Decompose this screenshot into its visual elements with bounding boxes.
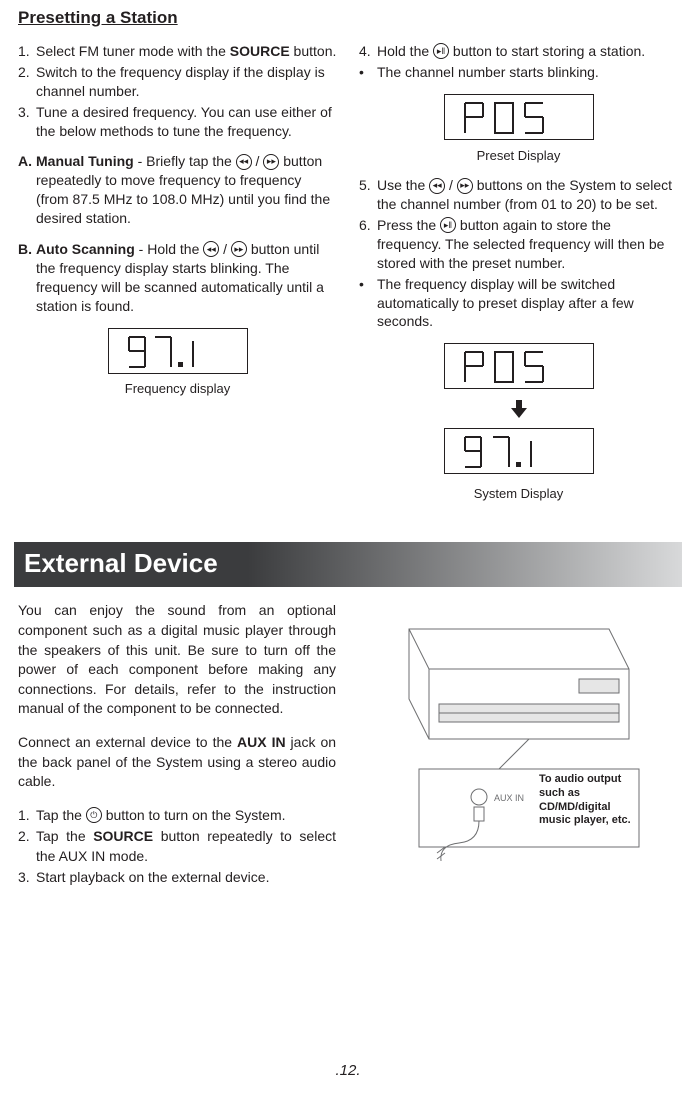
preset-columns: 1. Select FM tuner mode with the SOURCE … [18, 42, 678, 514]
seven-segment-971 [123, 333, 233, 371]
bullet: • [359, 63, 377, 82]
text: button to start storing a station. [449, 43, 645, 59]
text: button to turn on the System. [102, 807, 286, 823]
step-number: 5. [359, 176, 377, 214]
prev-icon: ◂◂ [203, 241, 219, 257]
prev-icon: ◂◂ [236, 154, 252, 170]
section-title-presetting: Presetting a Station [18, 8, 678, 28]
source-label: SOURCE [230, 43, 290, 59]
source-label: SOURCE [93, 828, 153, 844]
lcd-frequency [108, 328, 248, 374]
step-5: 5. Use the ◂◂ / ▸▸ buttons on the System… [359, 176, 678, 214]
text: - Hold the [135, 241, 203, 257]
step-number: 2. [18, 63, 36, 101]
left-column: 1. Select FM tuner mode with the SOURCE … [18, 42, 337, 514]
aux-in-label: AUX IN [494, 793, 524, 803]
step-letter: A. [18, 152, 36, 228]
text: Tap the [36, 807, 86, 823]
manual-tuning-label: Manual Tuning [36, 153, 134, 169]
ext-step-1: 1. Tap the ⏻ button to turn on the Syste… [18, 806, 336, 826]
step-text: Manual Tuning - Briefly tap the ◂◂ / ▸▸ … [36, 152, 337, 228]
external-left: You can enjoy the sound from an optional… [18, 601, 336, 890]
system-display-figure: System Display [359, 343, 678, 502]
text: Use the [377, 177, 429, 193]
next-icon: ▸▸ [231, 241, 247, 257]
bullet-text: The frequency display will be switched a… [377, 275, 678, 332]
step-text: Tap the SOURCE button repeatedly to sele… [36, 827, 336, 866]
seven-segment-971-b [459, 433, 579, 471]
text: - Briefly tap the [134, 153, 236, 169]
step-2: 2. Switch to the frequency display if th… [18, 63, 337, 101]
text: Press the [377, 217, 440, 233]
step-number: 3. [18, 103, 36, 141]
step-text: Tune a desired frequency. You can use ei… [36, 103, 337, 141]
step-1: 1. Select FM tuner mode with the SOURCE … [18, 42, 337, 61]
slash: / [219, 241, 231, 257]
bullet: • [359, 275, 377, 332]
step-letter: B. [18, 240, 36, 316]
frequency-display-label: Frequency display [18, 380, 337, 398]
play-icon: ▸‖ [433, 43, 449, 59]
slash: / [445, 177, 457, 193]
ext-step-3: 3. Start playback on the external device… [18, 868, 336, 888]
seven-segment-p05 [459, 99, 579, 137]
step-number: 1. [18, 806, 36, 826]
step-text: Press the ▸‖ button again to store the f… [377, 216, 678, 273]
frequency-display-figure: Frequency display [18, 328, 337, 398]
bullet-1: • The channel number starts blinking. [359, 63, 678, 82]
step-number: 2. [18, 827, 36, 866]
external-connect: Connect an external device to the AUX IN… [18, 733, 336, 792]
step-text: Tap the ⏻ button to turn on the System. [36, 806, 336, 826]
bullet-text: The channel number starts blinking. [377, 63, 678, 82]
step-number: 3. [18, 868, 36, 888]
page-number: .12. [0, 1062, 696, 1079]
step-number: 1. [18, 42, 36, 61]
step-number: 6. [359, 216, 377, 273]
slash: / [252, 153, 264, 169]
step-text: Auto Scanning - Hold the ◂◂ / ▸▸ button … [36, 240, 337, 316]
next-icon: ▸▸ [263, 154, 279, 170]
text: Select FM tuner mode with the [36, 43, 230, 59]
right-column: 4. Hold the ▸‖ button to start storing a… [359, 42, 678, 514]
ext-step-2: 2. Tap the SOURCE button repeatedly to s… [18, 827, 336, 866]
arrow-down-icon [359, 396, 678, 426]
seven-segment-p05-b [459, 348, 579, 386]
external-intro: You can enjoy the sound from an optional… [18, 601, 336, 719]
auxin-label: AUX IN [237, 734, 286, 750]
step-text: Use the ◂◂ / ▸▸ buttons on the System to… [377, 176, 678, 214]
power-icon: ⏻ [86, 807, 102, 823]
lcd-p05 [444, 343, 594, 389]
step-number: 4. [359, 42, 377, 61]
step-6: 6. Press the ▸‖ button again to store th… [359, 216, 678, 273]
preset-display-label: Preset Display [359, 147, 678, 165]
step-b: B. Auto Scanning - Hold the ◂◂ / ▸▸ butt… [18, 240, 337, 316]
step-4: 4. Hold the ▸‖ button to start storing a… [359, 42, 678, 61]
text: Connect an external device to the [18, 734, 237, 750]
lcd-971 [444, 428, 594, 474]
external-right: AUX IN To audio output such as CD/MD/dig… [360, 601, 678, 890]
step-text: Select FM tuner mode with the SOURCE but… [36, 42, 337, 61]
prev-icon: ◂◂ [429, 178, 445, 194]
text: button. [290, 43, 337, 59]
external-body: You can enjoy the sound from an optional… [18, 601, 678, 890]
auto-scanning-label: Auto Scanning [36, 241, 135, 257]
preset-display-figure: Preset Display [359, 94, 678, 164]
next-icon: ▸▸ [457, 178, 473, 194]
step-text: Hold the ▸‖ button to start storing a st… [377, 42, 678, 61]
section-title-external: External Device [14, 542, 682, 587]
lcd-preset [444, 94, 594, 140]
step-3: 3. Tune a desired frequency. You can use… [18, 103, 337, 141]
play-icon: ▸‖ [440, 217, 456, 233]
step-a: A. Manual Tuning - Briefly tap the ◂◂ / … [18, 152, 337, 228]
text: Hold the [377, 43, 433, 59]
device-illustration: AUX IN To audio output such as CD/MD/dig… [379, 609, 659, 869]
step-text: Start playback on the external device. [36, 868, 336, 888]
step-text: Switch to the frequency display if the d… [36, 63, 337, 101]
callout-text: To audio output such as CD/MD/digital mu… [539, 773, 634, 828]
system-display-label: System Display [359, 485, 678, 503]
text: Tap the [36, 828, 93, 844]
bullet-2: • The frequency display will be switched… [359, 275, 678, 332]
